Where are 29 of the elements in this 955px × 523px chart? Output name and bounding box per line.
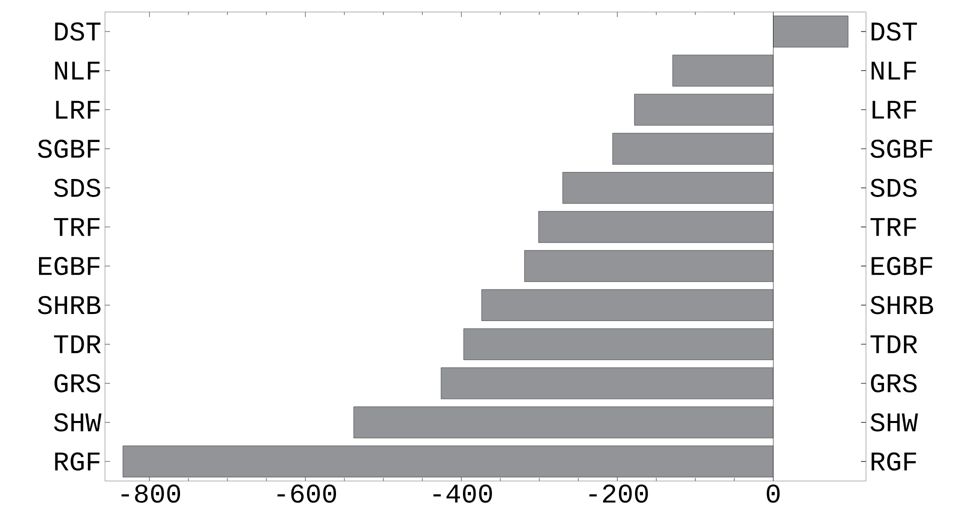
category-label: LRF [872, 100, 916, 119]
category-label: NLF [872, 62, 916, 80]
y-tick-label: GRS [54, 374, 100, 392]
y-tick-label: DST [55, 22, 100, 41]
y-tick-label: LRF [56, 100, 100, 119]
category-label: RGF [872, 452, 916, 471]
y-tick-label: NLF [55, 62, 100, 80]
x-tick-label: -800 [122, 484, 180, 503]
category-label: SDS [870, 178, 917, 197]
y-tick-label: TRF [54, 218, 100, 236]
x-tick-label: -400 [433, 484, 492, 503]
category-label: TRF [870, 218, 916, 236]
y-tick-label: TDR [54, 335, 101, 354]
category-label: SHRB [870, 296, 934, 314]
x-tick-label: -200 [589, 484, 648, 503]
category-label: SGBF [870, 140, 932, 158]
y-tick-label: EGBF [39, 256, 100, 276]
x-tick-label: -600 [277, 484, 336, 503]
y-tick-label: SDS [54, 178, 100, 198]
category-label: DST [872, 22, 917, 41]
y-tick-label: SHRB [38, 296, 100, 314]
y-tick-label: SHW [54, 413, 102, 432]
y-tick-label: RGF [55, 452, 100, 471]
x-tick-label: 0 [766, 484, 780, 503]
y-tick-label: SGBF [38, 140, 100, 158]
category-label: EGBF [872, 256, 932, 276]
category-label: GRS [871, 374, 917, 392]
category-label: TDR [870, 335, 918, 354]
category-label: SHW [870, 413, 918, 432]
